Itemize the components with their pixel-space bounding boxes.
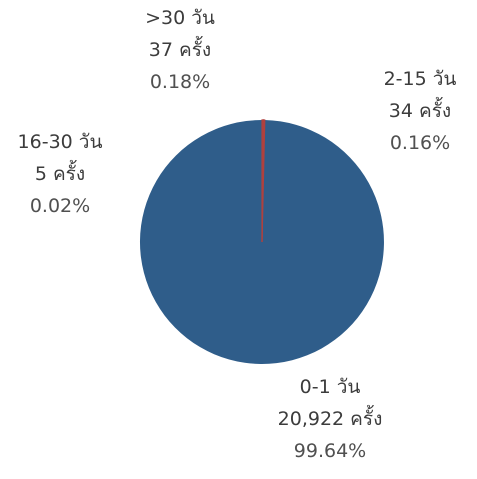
percent-label: 0.18% — [120, 66, 240, 98]
count-label: 34 ครั้ง — [360, 95, 477, 127]
percent-label: 0.16% — [360, 127, 477, 159]
count-label: 37 ครั้ง — [120, 34, 240, 66]
count-label: 20,922 ครั้ง — [255, 403, 405, 435]
category-label: 16-30 วัน — [0, 126, 120, 158]
percent-label: 99.64% — [255, 435, 405, 467]
category-label: 0-1 วัน — [255, 371, 405, 403]
data-label-over-30: >30 วัน 37 ครั้ง 0.18% — [120, 2, 240, 98]
percent-label: 0.02% — [0, 190, 120, 222]
count-label: 5 ครั้ง — [0, 158, 120, 190]
pie-slices — [140, 120, 384, 364]
category-label: >30 วัน — [120, 2, 240, 34]
data-label-0-1: 0-1 วัน 20,922 ครั้ง 99.64% — [255, 371, 405, 467]
category-label: 2-15 วัน — [360, 63, 477, 95]
data-label-16-30: 16-30 วัน 5 ครั้ง 0.02% — [0, 126, 120, 222]
data-label-2-15: 2-15 วัน 34 ครั้ง 0.16% — [360, 63, 477, 159]
